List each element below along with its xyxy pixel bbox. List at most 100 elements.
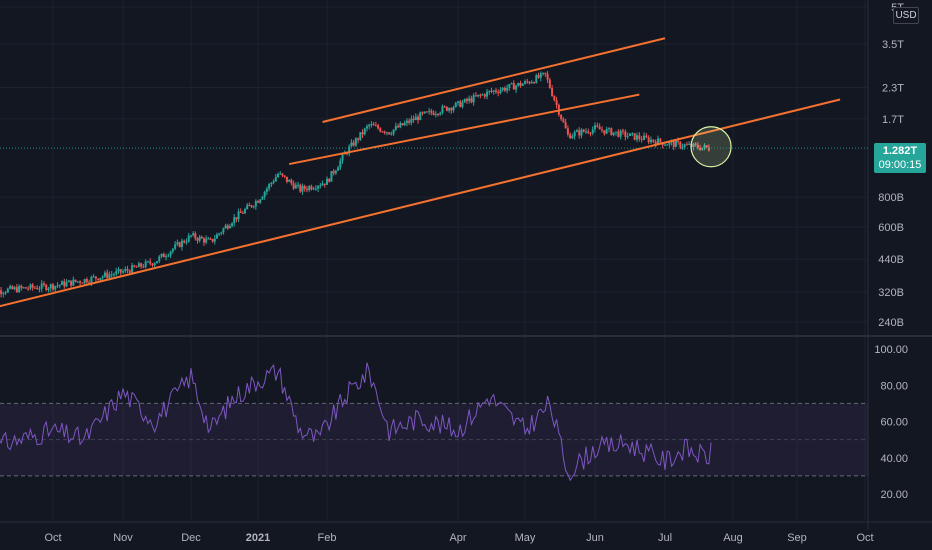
candle-body	[553, 95, 556, 101]
candle-body	[176, 242, 179, 245]
candle-body	[115, 271, 118, 275]
candle-body	[83, 279, 86, 284]
candle-body	[350, 142, 353, 147]
candle-body	[277, 173, 280, 178]
candle-body	[359, 132, 362, 140]
candle-body	[439, 112, 442, 115]
candle-body	[652, 139, 655, 142]
candle-body	[385, 132, 388, 134]
candle-body	[167, 255, 170, 257]
time-axis-label: Jul	[658, 532, 672, 544]
trendline	[0, 98, 841, 308]
candle-body	[591, 129, 594, 134]
candle-body	[530, 82, 533, 84]
time-axis-label: Jun	[586, 532, 604, 544]
candle-body	[211, 239, 214, 242]
candle-body	[228, 226, 231, 229]
candle-body	[61, 281, 64, 285]
candle-body	[67, 280, 70, 283]
candle-body	[368, 124, 371, 127]
candle-body	[126, 269, 129, 271]
candle-body	[131, 265, 134, 273]
candle-body	[503, 87, 506, 91]
rsi-band-fill	[0, 403, 868, 476]
candle-body	[432, 112, 435, 115]
candle-body	[699, 147, 702, 150]
candle-body	[310, 186, 313, 190]
candle-body	[499, 90, 502, 93]
candle-body	[640, 138, 643, 140]
candle-body	[374, 125, 377, 127]
candle-body	[677, 140, 680, 142]
candle-body	[578, 130, 581, 136]
candle-body	[190, 235, 192, 237]
candle-body	[589, 132, 592, 134]
candle-body	[308, 186, 311, 190]
candle-body	[707, 147, 710, 151]
time-axis-label: Sep	[787, 532, 807, 544]
currency-badge[interactable]: USD	[893, 7, 919, 24]
price-axis-label: 1.7T	[882, 114, 904, 126]
candle-body	[312, 188, 315, 190]
candle-body	[70, 280, 73, 286]
candle-body	[239, 211, 242, 213]
candle-body	[85, 279, 88, 283]
candle-body	[153, 263, 156, 266]
candle-body	[241, 212, 244, 214]
candle-body	[233, 217, 236, 224]
candle-body	[207, 238, 210, 240]
candle-body	[110, 274, 113, 276]
price-axis-label: 320B	[878, 287, 904, 299]
candle-body	[672, 141, 675, 147]
candle-body	[410, 118, 413, 123]
candle-body	[408, 120, 411, 123]
candle-body	[486, 91, 489, 97]
candle-body	[33, 287, 36, 289]
candle-body	[63, 281, 66, 287]
candle-body	[582, 129, 585, 132]
candle-body	[156, 261, 158, 264]
candle-body	[584, 131, 587, 133]
candle-body	[180, 240, 183, 248]
time-axis-label: Nov	[113, 532, 133, 544]
candle-body	[666, 144, 669, 146]
candle-body	[146, 261, 149, 263]
candle-body	[569, 134, 572, 139]
candle-body	[81, 282, 84, 284]
candle-body	[445, 106, 448, 111]
candle-body	[551, 88, 554, 96]
candle-body	[281, 173, 284, 176]
candle-body	[169, 251, 172, 256]
candle-body	[608, 128, 610, 130]
candle-body	[692, 143, 695, 148]
candle-body	[332, 171, 335, 174]
candle-body	[22, 287, 25, 289]
candle-body	[494, 90, 497, 92]
candle-body	[421, 112, 424, 114]
candle-body	[171, 248, 174, 252]
price-axis-label: 440B	[878, 254, 904, 266]
candle-body	[377, 125, 380, 129]
candle-body	[328, 178, 331, 182]
candle-body	[425, 111, 428, 113]
candle-body	[209, 238, 212, 240]
candle-body	[52, 284, 54, 290]
rsi-axis-label: 20.00	[880, 489, 908, 501]
candle-body	[372, 124, 375, 126]
candle-body	[683, 144, 686, 147]
time-axis-label: Oct	[856, 532, 873, 544]
candle-body	[15, 287, 18, 293]
candle-body	[392, 129, 395, 134]
candle-body	[610, 128, 613, 136]
candle-body	[492, 90, 495, 92]
candle-body	[323, 183, 326, 185]
candle-body	[265, 188, 268, 192]
candle-body	[617, 131, 620, 137]
candle-body	[160, 253, 163, 257]
candle-body	[290, 180, 293, 184]
candle-body	[299, 184, 302, 192]
candle-body	[88, 282, 91, 284]
candle-body	[272, 181, 275, 183]
candle-body	[490, 90, 493, 92]
